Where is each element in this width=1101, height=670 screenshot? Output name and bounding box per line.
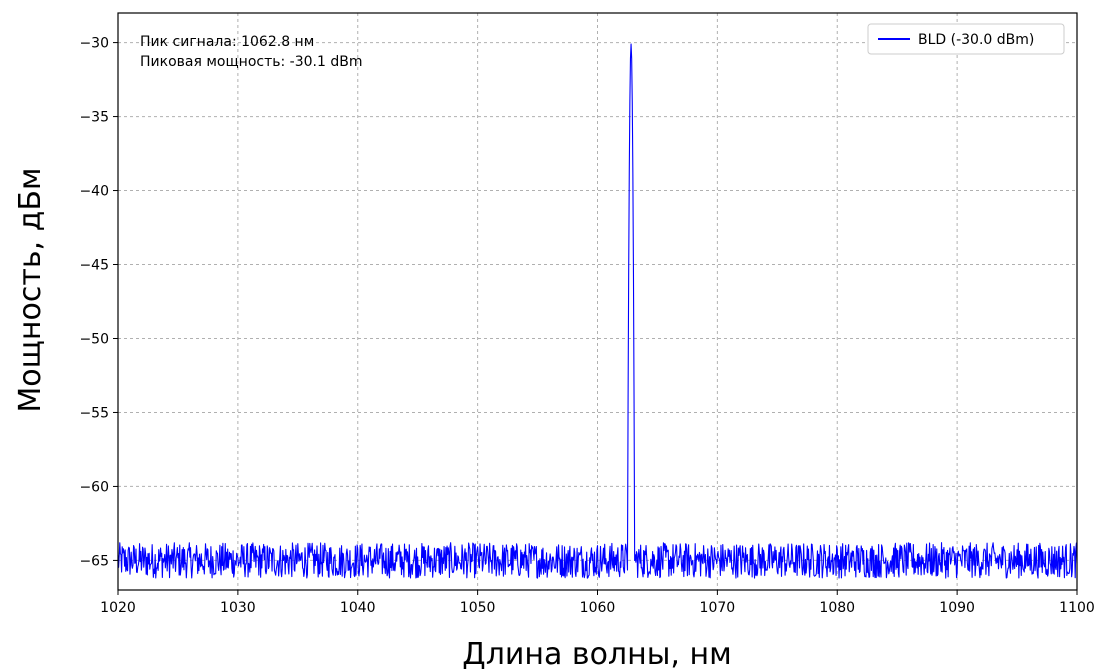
x-tick-label: 1100 [1059,600,1095,616]
y-tick-label: −40 [79,184,109,200]
legend: BLD (-30.0 dBm) [867,23,1065,55]
y-tick-label: −60 [79,479,109,495]
x-axis-title: Длина волны, нм [462,637,731,670]
series-line-bld [117,43,1078,579]
x-tick-label: 1070 [700,600,736,616]
x-tick-label: 1090 [939,600,975,616]
annotation-peak-power: Пиковая мощность: -30.1 dBm [140,54,362,70]
x-tick-label: 1060 [580,600,616,616]
x-tick-label: 1030 [220,600,256,616]
y-axis-title: Мощность, дБм [13,167,48,412]
y-axis-ticks: −30 −35 −40 −45 −50 −55 −60 −65 [79,36,118,569]
y-tick-label: −30 [79,36,109,52]
legend-box [867,23,1065,55]
y-tick-label: −55 [79,405,109,421]
x-axis-ticks: 1020 1030 1040 1050 1060 1070 1080 1090 1100 [100,590,1095,616]
x-tick-label: 1050 [460,600,496,616]
y-tick-label: −50 [79,331,109,347]
y-tick-label: −65 [79,553,109,569]
x-tick-label: 1020 [100,600,136,616]
x-tick-label: 1080 [819,600,855,616]
series-layer [117,43,1078,579]
y-tick-label: −45 [79,258,109,274]
annotation-peak-wavelength: Пик сигнала: 1062.8 нм [140,34,314,50]
y-tick-label: −35 [79,110,109,126]
legend-label: BLD (-30.0 dBm) [918,32,1034,48]
x-tick-label: 1040 [340,600,376,616]
grid [117,13,1078,590]
